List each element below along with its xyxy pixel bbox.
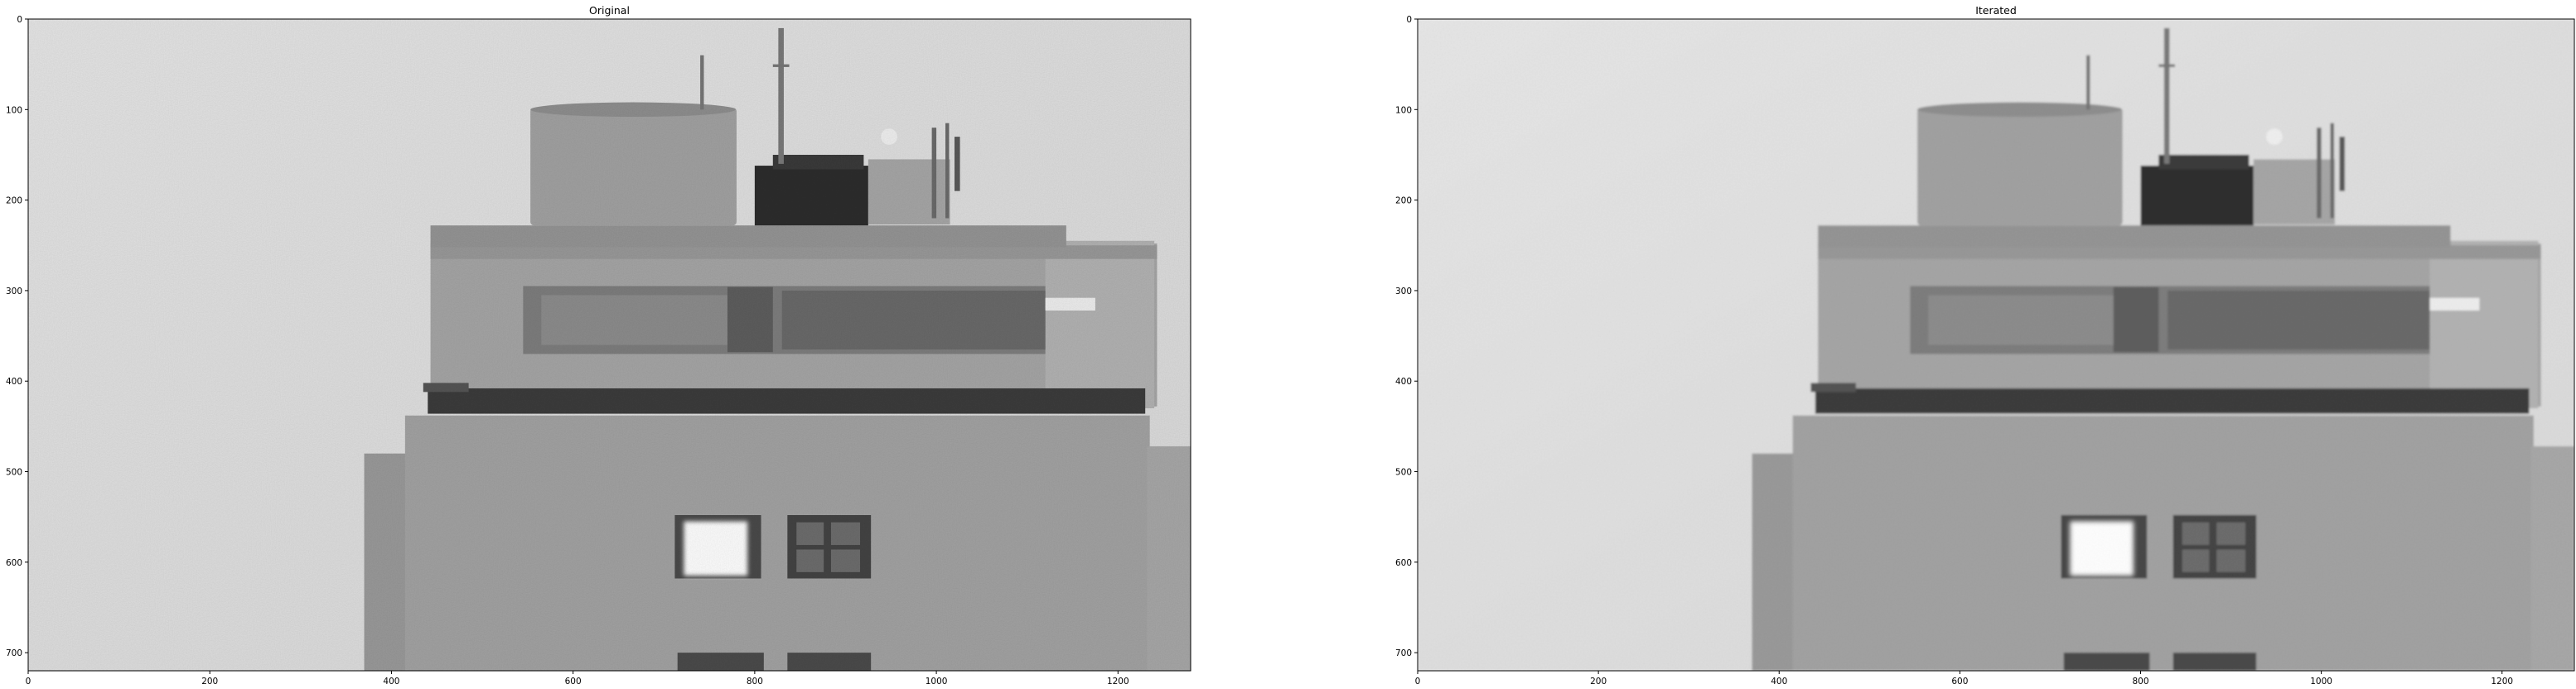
y-tick-label: 200 [1395, 196, 1412, 206]
y-tick-label: 700 [6, 648, 22, 658]
x-tick-label: 400 [383, 677, 399, 687]
x-tick-label: 600 [565, 677, 582, 687]
axes-title: Iterated [1975, 4, 2017, 17]
y-tick-label: 600 [6, 558, 22, 568]
x-tick-label: 1200 [2491, 677, 2513, 687]
axes-frame [1417, 18, 2575, 672]
panel-original: Original 0 200 400 600 800 1000 1200 0 100 200 300 4… [6, 4, 1191, 687]
x-tick-label: 200 [201, 677, 218, 687]
y-tick-label: 600 [1395, 558, 1412, 568]
y-tick-label: 700 [1395, 648, 1412, 658]
x-tick-label: 600 [1951, 677, 1968, 687]
y-tick-label: 100 [6, 105, 22, 115]
y-tick-label: 400 [1395, 377, 1412, 387]
y-tick-label: 0 [1406, 15, 1412, 25]
x-tick-label: 1200 [1107, 677, 1129, 687]
y-tick-label: 100 [1395, 105, 1412, 115]
y-tick-label: 300 [1395, 287, 1412, 296]
y-tick-label: 500 [1395, 468, 1412, 478]
x-tick-label: 0 [26, 677, 31, 687]
x-tick-label: 1000 [926, 677, 948, 687]
x-tick-label: 0 [1415, 677, 1421, 687]
y-tick-label: 500 [6, 468, 22, 478]
x-tick-label: 800 [2132, 677, 2148, 687]
x-tick-label: 400 [1771, 677, 1787, 687]
y-tick-label: 200 [6, 196, 22, 206]
image-iterated [1418, 19, 2574, 671]
x-tick-label: 800 [747, 677, 763, 687]
x-tick-label: 200 [1590, 677, 1607, 687]
y-tick-label: 300 [6, 287, 22, 296]
y-tick-label: 0 [17, 15, 22, 25]
y-tick-label: 400 [6, 377, 22, 387]
image-original [28, 19, 1191, 671]
axes-title: Original [589, 4, 630, 17]
x-tick-label: 1000 [2310, 677, 2332, 687]
panel-iterated: Iterated 0 200 400 600 800 1000 1200 0 100 200 300 4… [1395, 4, 2575, 687]
axes-frame [27, 18, 1191, 672]
